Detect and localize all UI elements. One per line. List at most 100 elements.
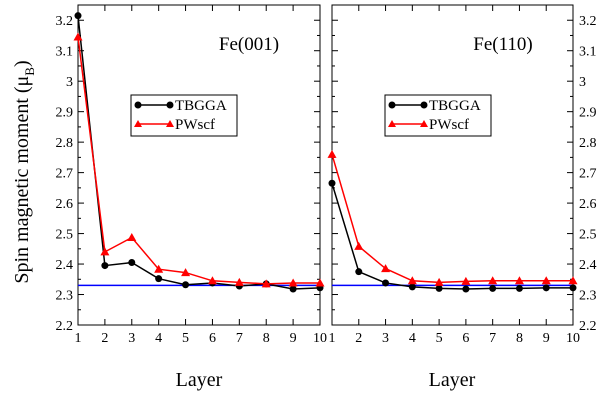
panel1-legend-marker-pwscf bbox=[134, 120, 142, 127]
panel1-pwscf-point-8 bbox=[261, 279, 271, 288]
panel2-tbgga-point-6 bbox=[462, 285, 470, 293]
panel1-pwscf-point-6 bbox=[207, 276, 217, 285]
panel1-xtick-label-1: 2 bbox=[101, 331, 108, 346]
panel1-pwscf-point-10 bbox=[315, 278, 325, 287]
panel1-legend-marker-pwscf-2 bbox=[166, 120, 174, 127]
panel1-pwscf-point-9 bbox=[288, 278, 298, 287]
panel1-x-axis-title: Layer bbox=[176, 369, 223, 391]
panel1-pwscf-point-4 bbox=[154, 264, 164, 273]
panel1-ytick-label-9: 3.1 bbox=[56, 45, 74, 60]
panel2-ytick-label-2: 2.4 bbox=[579, 258, 597, 273]
panel1-series-tbgga-line bbox=[77, 15, 321, 290]
panel2-ytick-label-0: 2.2 bbox=[579, 319, 597, 334]
panel1-ytick-label-0: 2.2 bbox=[56, 319, 74, 334]
panel1-ytick-label-8: 3 bbox=[66, 75, 73, 90]
y-axis-title: Spin magnetic moment (μB) bbox=[11, 60, 37, 283]
panel2-tbgga-point-7 bbox=[489, 284, 497, 292]
panel2-ytick-label-10: 3.2 bbox=[579, 14, 597, 29]
panel2-pwscf-point-7 bbox=[488, 276, 498, 285]
panel2-ytick-label-4: 2.6 bbox=[579, 197, 597, 212]
panel2-tbgga-point-8 bbox=[515, 284, 523, 292]
panel1-ytick-label-4: 2.6 bbox=[56, 197, 74, 212]
panel2-pwscf-point-4 bbox=[407, 276, 417, 285]
panel2-xtick-label-8: 9 bbox=[543, 331, 550, 346]
panel2-tbgga-point-2 bbox=[355, 268, 363, 276]
panel2-ytick-label-6: 2.8 bbox=[579, 136, 597, 151]
panel2-pwscf-point-1 bbox=[327, 149, 337, 158]
panel2-legend-label-tbgga: TBGGA bbox=[429, 98, 481, 114]
panel1-xtick-label-0: 1 bbox=[75, 331, 82, 346]
panel2-pwscf-point-10 bbox=[568, 276, 578, 285]
panel2-legend-box bbox=[384, 94, 492, 137]
panel1-legend-marker-tbgga-2 bbox=[166, 101, 174, 109]
panel1-ytick-label-10: 3.2 bbox=[56, 14, 74, 29]
panel1-xtick-label-4: 5 bbox=[182, 331, 189, 346]
panel1-tbgga-point-1 bbox=[74, 12, 82, 20]
panel2-pwscf-point-3 bbox=[381, 264, 391, 273]
panel-fe110: Layer 2.2 2.3 2.4 2.5 2.6 2.7 2.8 2.9 3 3.1 3.2 1 2 3… bbox=[327, 4, 597, 391]
panel1-legend: TBGGA PWscf bbox=[130, 94, 238, 137]
panel1-ytick-label-3: 2.5 bbox=[56, 228, 74, 243]
panel1-xtick-label-7: 8 bbox=[263, 331, 270, 346]
panel2-ytick-label-1: 2.3 bbox=[579, 289, 597, 304]
panel1-tbgga-point-2 bbox=[101, 262, 109, 270]
panel2-tbgga-point-1 bbox=[328, 179, 336, 187]
panel2-tbgga-point-10 bbox=[569, 284, 577, 292]
panel2-title: Fe(110) bbox=[473, 34, 532, 55]
panel2-xtick-label-7: 8 bbox=[516, 331, 523, 346]
panel2-legend-marker-tbgga bbox=[388, 101, 396, 109]
panel1-xtick-label-9: 10 bbox=[313, 331, 327, 346]
panel2-xtick-label-5: 6 bbox=[462, 331, 469, 346]
panel2-xtick-label-9: 10 bbox=[566, 331, 580, 346]
panel2-xtick-label-6: 7 bbox=[489, 331, 496, 346]
panel2-pwscf-point-8 bbox=[514, 276, 524, 285]
panel1-pwscf-point-2 bbox=[100, 247, 110, 256]
panel1-tbgga-point-5 bbox=[182, 281, 190, 289]
panel2-ytick-label-7: 2.9 bbox=[579, 106, 597, 121]
panel1-legend-box bbox=[130, 94, 238, 137]
panel1-ytick-label-6: 2.8 bbox=[56, 136, 74, 151]
panel1-tbgga-point-4 bbox=[155, 275, 163, 283]
panel1-series-pwscf-line bbox=[77, 36, 320, 285]
panel2-tbgga-point-4 bbox=[408, 283, 416, 291]
panel2-legend-marker-tbgga-2 bbox=[420, 101, 428, 109]
panel2-xtick-label-4: 5 bbox=[436, 331, 443, 346]
panel2-pwscf-point-2 bbox=[354, 241, 364, 250]
panel1-xtick-label-2: 3 bbox=[128, 331, 135, 346]
panel1-legend-marker-tbgga bbox=[134, 101, 142, 109]
panel2-pwscf-point-6 bbox=[461, 276, 471, 285]
panel2-ytick-label-8: 3 bbox=[579, 75, 586, 90]
panel2-legend-marker-pwscf bbox=[388, 120, 396, 127]
panel2-tbgga-point-3 bbox=[382, 279, 390, 287]
panel1-tbgga-point-9 bbox=[289, 285, 297, 293]
panel1-frame bbox=[77, 4, 321, 326]
panel1-xtick-label-8: 9 bbox=[290, 331, 297, 346]
panel1-pwscf-point-3 bbox=[127, 233, 137, 242]
panel-fe001: Layer 2.2 2.3 2.4 2.5 2.6 2.7 2.8 2.9 3 3.1 3.2 1 2 3… bbox=[56, 4, 327, 391]
panel2-legend-label-pwscf: PWscf bbox=[429, 117, 469, 133]
panel1-ytick-label-2: 2.4 bbox=[56, 258, 74, 273]
panel1-pwscf-point-5 bbox=[181, 268, 191, 277]
panel1-ytick-label-5: 2.7 bbox=[56, 167, 74, 182]
panel2-ytick-label-9: 3.1 bbox=[579, 45, 597, 60]
panel1-pwscf-point-1 bbox=[73, 32, 83, 41]
panel2-tbgga-point-9 bbox=[542, 284, 550, 292]
panel2-x-axis-title: Layer bbox=[429, 369, 476, 391]
panel2-frame bbox=[331, 4, 574, 326]
panel2-pwscf-point-9 bbox=[541, 276, 551, 285]
panel1-legend-label-tbgga: TBGGA bbox=[175, 98, 227, 114]
panel1-title: Fe(001) bbox=[219, 34, 279, 55]
panel2-xtick-label-0: 1 bbox=[329, 331, 336, 346]
panel2-pwscf-point-5 bbox=[434, 277, 444, 286]
panel1-legend-label-pwscf: PWscf bbox=[175, 117, 215, 133]
panel2-legend-marker-pwscf-2 bbox=[420, 120, 428, 127]
panel2-ytick-label-3: 2.5 bbox=[579, 228, 597, 243]
panel1-ytick-label-1: 2.3 bbox=[56, 289, 74, 304]
panel1-ytick-label-7: 2.9 bbox=[56, 106, 74, 121]
panel2-tbgga-point-5 bbox=[435, 284, 443, 292]
panel1-tbgga-point-3 bbox=[128, 259, 136, 267]
panel2-series-tbgga-line bbox=[331, 183, 573, 290]
panel2-ytick-label-5: 2.7 bbox=[579, 167, 597, 182]
panel2-xtick-label-3: 4 bbox=[409, 331, 416, 346]
